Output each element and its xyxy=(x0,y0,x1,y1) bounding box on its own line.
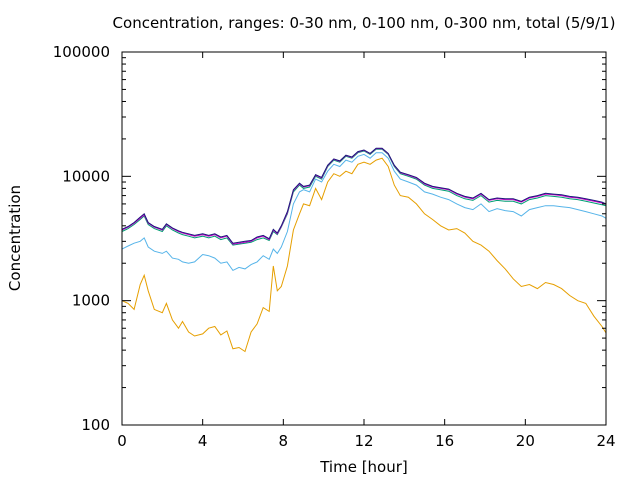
y-tick-label: 10000 xyxy=(62,167,110,185)
chart-title: Concentration, ranges: 0-30 nm, 0-100 nm… xyxy=(113,14,616,32)
series-line-2 xyxy=(121,152,607,272)
x-tick-label: 8 xyxy=(279,432,289,450)
y-tick-label: 100000 xyxy=(53,43,110,61)
x-ticks: 0 4 8 12 16 20 24 xyxy=(117,52,616,450)
series-line-5 xyxy=(121,147,607,244)
x-tick-label: 20 xyxy=(516,432,535,450)
x-tick-label: 24 xyxy=(596,432,615,450)
y-tick-label: 100 xyxy=(81,416,110,434)
plot-frame xyxy=(121,51,607,426)
y-tick-label: 1000 xyxy=(72,292,110,310)
series-line-1 xyxy=(121,157,607,353)
x-tick-label: 4 xyxy=(198,432,208,450)
x-axis-title: Time [hour] xyxy=(319,458,408,476)
x-tick-label: 0 xyxy=(117,432,127,450)
y-axis-title: Concentration xyxy=(6,185,24,291)
x-tick-label: 16 xyxy=(435,432,454,450)
series-line-3 xyxy=(121,148,607,246)
series-layer xyxy=(121,147,607,353)
y-ticks: 100 1000 10000 100000 xyxy=(53,43,606,434)
x-tick-label: 12 xyxy=(354,432,373,450)
